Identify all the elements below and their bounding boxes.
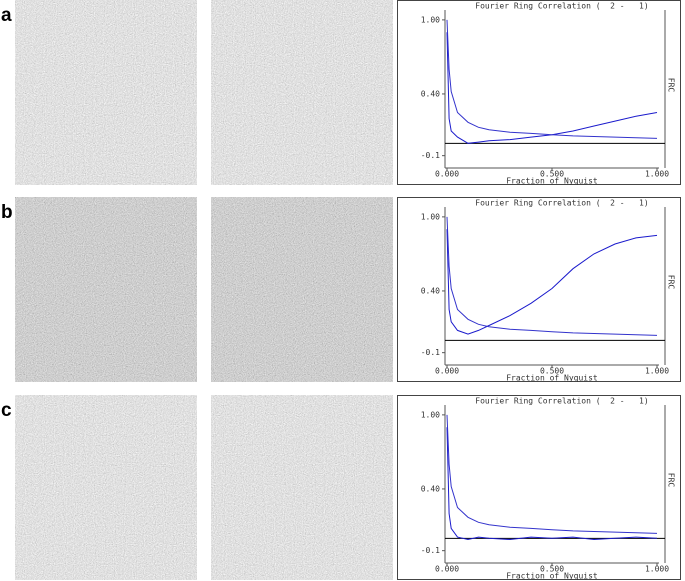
y-axis-label: FRC xyxy=(667,78,676,93)
x-axis-label: Fraction of Nyquist xyxy=(506,177,598,186)
y-tick-label: 0.40 xyxy=(421,484,440,493)
x-tick-label: 0.500 xyxy=(540,565,564,574)
y-axis-label: FRC xyxy=(667,473,676,488)
x-axis-label: Fraction of Nyquist xyxy=(506,374,598,383)
x-tick-label: 0.000 xyxy=(435,170,459,179)
y-tick-label: -0.1 xyxy=(421,151,440,160)
micrograph xyxy=(15,395,197,580)
y-tick-label: 0.40 xyxy=(421,89,440,98)
frc-chart: Fourier Ring Correlation ( 2 - 1) -0.1 0.4… xyxy=(397,197,681,383)
frc-line xyxy=(446,427,658,541)
y-tick-label: -0.1 xyxy=(421,546,440,555)
frc-chart: Fourier Ring Correlation ( 2 - 1) -0.1 0.4… xyxy=(397,395,681,581)
micrographs xyxy=(15,0,393,580)
frc-line xyxy=(446,19,658,139)
chart-title: Fourier Ring Correlation ( 2 - 1) xyxy=(475,2,648,11)
y-axis-label: FRC xyxy=(667,275,676,290)
micrograph xyxy=(15,0,197,185)
y-tick-label: 1.00 xyxy=(421,212,440,221)
panel-label: b xyxy=(1,202,13,223)
chart-title: Fourier Ring Correlation ( 2 - 1) xyxy=(475,199,648,208)
x-axis-label: Fraction of Nyquist xyxy=(506,572,598,581)
frc-line xyxy=(446,216,658,336)
y-tick-label: 0.40 xyxy=(421,286,440,295)
micrograph xyxy=(211,197,393,382)
micrograph xyxy=(15,197,197,382)
x-tick-label: 1.000 xyxy=(645,367,669,376)
chart-title: Fourier Ring Correlation ( 2 - 1) xyxy=(475,397,648,406)
x-tick-label: 0.500 xyxy=(540,170,564,179)
frc-chart: Fourier Ring Correlation ( 2 - 1) -0.1 0.4… xyxy=(397,0,681,186)
frc-line xyxy=(446,32,658,144)
frc-line xyxy=(446,414,658,534)
x-tick-label: 0.500 xyxy=(540,367,564,376)
panel-label: a xyxy=(1,5,12,26)
y-tick-label: 1.00 xyxy=(421,410,440,419)
x-tick-label: 0.000 xyxy=(435,367,459,376)
y-tick-label: -0.1 xyxy=(421,348,440,357)
panel-label: c xyxy=(1,400,12,421)
x-tick-label: 1.000 xyxy=(645,170,669,179)
micrograph xyxy=(211,395,393,580)
frc-line xyxy=(446,229,658,335)
micrograph xyxy=(211,0,393,185)
x-tick-label: 1.000 xyxy=(645,565,669,574)
y-tick-label: 1.00 xyxy=(421,15,440,24)
x-tick-label: 0.000 xyxy=(435,565,459,574)
